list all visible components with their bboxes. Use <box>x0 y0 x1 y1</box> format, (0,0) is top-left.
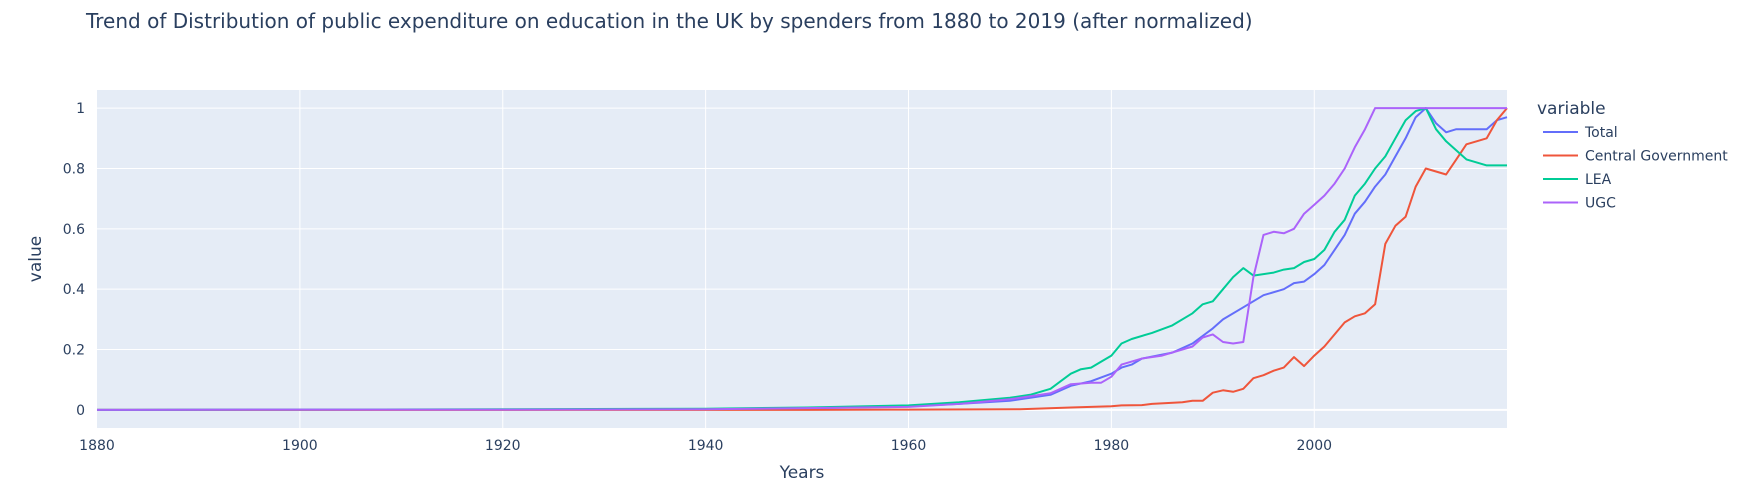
x-tick-label: 1980 <box>1094 438 1130 454</box>
legend[interactable]: variable Total Central Government LEA UGC <box>1537 99 1728 212</box>
chart-title: Trend of Distribution of public expendit… <box>85 9 1253 33</box>
y-tick-labels: 0 0.2 0.4 0.6 0.8 1 <box>63 101 85 419</box>
plot-area <box>97 90 1507 428</box>
y-tick-label: 0.2 <box>63 343 85 359</box>
legend-label: LEA <box>1585 172 1612 188</box>
y-tick-label: 0 <box>76 403 85 419</box>
y-tick-label: 0.6 <box>63 222 85 238</box>
x-tick-label: 2000 <box>1296 438 1332 454</box>
legend-item-ugc[interactable]: UGC <box>1543 196 1616 212</box>
x-tick-label: 1960 <box>891 438 927 454</box>
x-tick-label: 1940 <box>688 438 724 454</box>
x-tick-label: 1900 <box>282 438 318 454</box>
x-tick-label: 1920 <box>485 438 521 454</box>
y-axis-title: value <box>26 236 46 282</box>
legend-item-total[interactable]: Total <box>1543 125 1618 141</box>
legend-item-central-government[interactable]: Central Government <box>1543 149 1728 165</box>
x-axis-title: Years <box>779 463 825 483</box>
y-tick-label: 0.8 <box>63 161 85 177</box>
legend-title: variable <box>1537 99 1606 119</box>
legend-label: Total <box>1584 125 1618 141</box>
legend-label: UGC <box>1585 196 1616 212</box>
series-line-central-government <box>97 107 1508 411</box>
legend-label: Central Government <box>1585 149 1728 165</box>
y-tick-label: 0.4 <box>63 282 85 298</box>
x-tick-labels: 1880 1900 1920 1940 1960 1980 2000 <box>79 438 1332 454</box>
x-tick-label: 1880 <box>79 438 115 454</box>
y-tick-label: 1 <box>76 101 85 117</box>
legend-item-lea[interactable]: LEA <box>1543 172 1612 188</box>
series-lines <box>96 107 1508 411</box>
series-line-ugc <box>96 107 1507 411</box>
